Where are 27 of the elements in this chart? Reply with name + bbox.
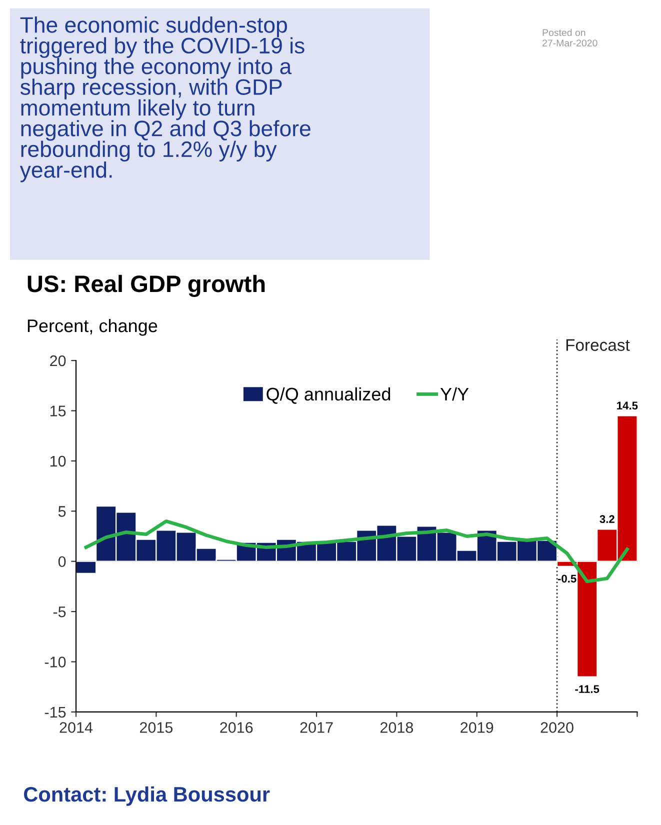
y-tick-label: 20 (50, 355, 66, 366)
text: Posted on 27-Mar-2020 (542, 28, 598, 46)
legend-label: Q/Q annualized (266, 387, 390, 404)
x-tick-label: 2018 (380, 722, 414, 733)
data-label: 14.5 (617, 402, 638, 410)
x-tick-label: 2017 (300, 722, 333, 733)
chart-title: US: Real GDP growth (28, 274, 265, 297)
y-tick-label: -5 (53, 606, 66, 618)
data-label: -0.5 (558, 574, 576, 583)
ref-line-label: Forecast (566, 339, 630, 351)
legend-label: Y/Y (440, 387, 469, 401)
data-label: 3.2 (600, 515, 614, 524)
y-tick-label: 0 (58, 556, 66, 568)
text: Contact: Lydia Boussour (24, 786, 270, 806)
y-tick-label: 10 (50, 456, 66, 467)
y-tick-label: 5 (58, 506, 66, 517)
x-tick-label: 2020 (540, 722, 574, 733)
y-tick-label: -10 (44, 656, 66, 668)
x-tick-label: 2016 (220, 722, 253, 733)
x-tick-label: 2015 (140, 722, 173, 733)
x-tick-label: 2014 (60, 722, 93, 733)
x-tick-label: 2019 (460, 722, 494, 733)
data-label: -11.5 (575, 685, 600, 694)
y-tick-label: 15 (50, 406, 66, 416)
text: The economic sudden-stop triggered by the COVID-19 is pushing the economy into a sharp recession, with GDP momentum likely to turn negative in Q2 and Q3 before rebounding to 1.2% y/y by year-end. (20, 16, 310, 182)
y-axis-title: Percent, change (28, 318, 158, 336)
y-tick-label: -15 (44, 707, 66, 718)
